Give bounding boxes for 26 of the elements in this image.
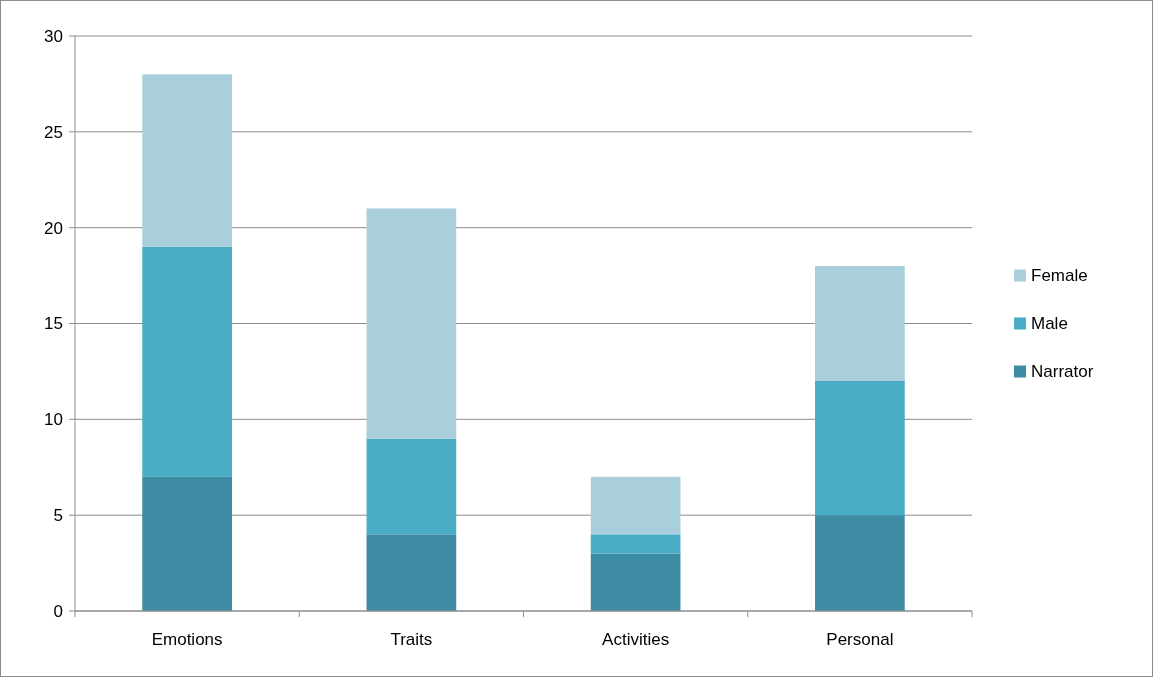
y-tick-label: 15: [44, 314, 63, 334]
x-tick-label: Activities: [602, 630, 670, 649]
x-tick-label: Traits: [390, 630, 433, 649]
bar: [142, 246, 232, 477]
bar: [590, 534, 681, 554]
bar: [366, 534, 457, 611]
legend-label: Male: [1031, 314, 1068, 334]
y-tick-label: 25: [44, 122, 63, 142]
bar: [590, 476, 681, 535]
bar: [142, 476, 232, 611]
legend-label: Narrator: [1031, 362, 1094, 382]
y-tick-label: 5: [53, 506, 63, 526]
bar: [815, 515, 905, 611]
x-tick-label: Personal: [826, 630, 894, 649]
y-tick-label: 10: [44, 410, 63, 430]
y-tick-label: 30: [44, 26, 63, 46]
legend-label: Female: [1031, 266, 1088, 286]
x-tick-label: Emotions: [151, 630, 223, 649]
bar: [142, 74, 232, 247]
bar: [815, 266, 905, 381]
bar: [590, 553, 681, 611]
bar: [366, 438, 457, 535]
y-tick-label: 0: [53, 601, 63, 621]
y-tick-label: 20: [44, 218, 63, 238]
bar: [366, 208, 457, 439]
bar: [815, 381, 905, 516]
